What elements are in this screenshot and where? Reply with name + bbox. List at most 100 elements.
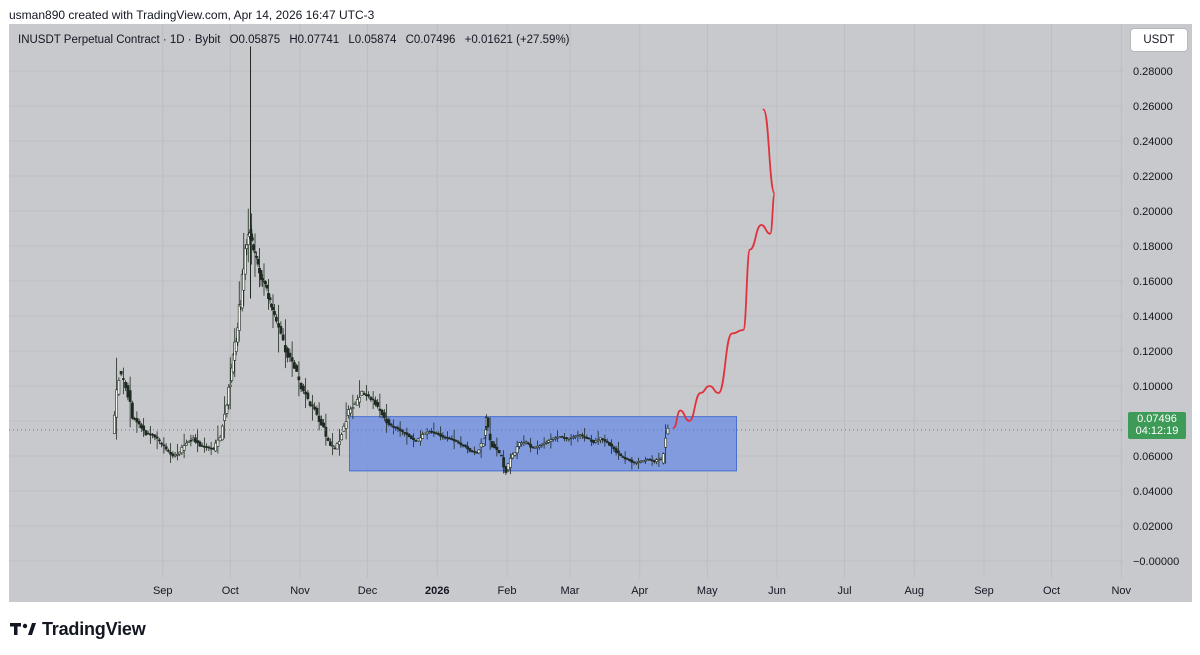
candle-body [412, 437, 416, 441]
candle-body [558, 436, 562, 438]
candle-body [121, 378, 125, 380]
candle-body [466, 446, 470, 450]
candle-body [378, 408, 382, 411]
candle-body [112, 414, 116, 434]
candle-body [457, 441, 461, 444]
candle-body [295, 365, 299, 372]
candle-body [405, 432, 409, 435]
x-tick-label: May [697, 585, 718, 597]
candle-body [641, 460, 645, 463]
y-axis[interactable]: 0.28000 0.26000 0.24000 0.22000 0.20000 0.180… [1133, 66, 1179, 568]
candle-body [119, 370, 123, 375]
candle-body [481, 443, 485, 447]
candle-body [443, 436, 447, 439]
chart-area[interactable]: 0.28000 0.26000 0.24000 0.22000 0.20000 0.180… [9, 24, 1192, 602]
x-tick-label: Nov [1111, 585, 1131, 597]
candle-body [331, 445, 335, 447]
candle-body [162, 444, 166, 447]
candle-body [517, 442, 521, 447]
x-tick-label: Oct [1043, 585, 1060, 597]
y-tick-label: 0.16000 [1133, 276, 1173, 288]
candle-body [463, 444, 467, 447]
candle-body [553, 437, 557, 440]
candle-body [216, 439, 220, 447]
candle-body [571, 436, 575, 439]
candle-body [583, 436, 587, 439]
candle-body [513, 452, 517, 456]
symbol-title: INUSDT Perpetual Contract · 1D · Bybit [18, 34, 221, 46]
candle-body [486, 417, 490, 428]
candle-body [506, 463, 510, 470]
y-tick-label: 0.26000 [1133, 101, 1173, 113]
candle-body [189, 439, 193, 442]
candle-body [151, 433, 155, 436]
candle-body [362, 392, 366, 395]
x-tick-label: Nov [290, 585, 310, 597]
candle-body [364, 394, 368, 397]
candle-body [117, 380, 121, 395]
candle-body [470, 450, 474, 453]
candle-body [182, 445, 186, 451]
last-price-value: 0.07496 [1137, 413, 1177, 425]
candle-body [587, 437, 591, 440]
y-tick-label: 0.24000 [1133, 136, 1173, 148]
x-axis[interactable]: Sep Oct Nov Dec 2026 Feb Mar Apr May Jun Jul Aug Sep… [153, 585, 1132, 597]
candle-body [228, 384, 232, 387]
tradingview-logo[interactable]: TradingView [10, 618, 146, 640]
candle-body [533, 447, 537, 449]
candle-body [531, 446, 535, 449]
candle-body [166, 450, 170, 452]
candle-body [544, 442, 548, 444]
y-tick-label: 0.12000 [1133, 346, 1173, 358]
candle-body [286, 348, 290, 358]
candle-body [355, 399, 359, 406]
candle-body [423, 432, 427, 436]
candle-body [180, 447, 184, 454]
candle-body [367, 394, 371, 397]
candle-body [659, 458, 663, 460]
candle-body [468, 448, 472, 452]
candle-body [279, 326, 283, 334]
candle-body [655, 459, 659, 462]
close-value: C0.07496 [405, 34, 456, 46]
candle-body [567, 437, 571, 440]
candle-body [628, 458, 632, 462]
candle-body [360, 391, 364, 396]
candle-body [148, 433, 152, 436]
projection-line[interactable] [672, 108, 776, 429]
candle-body [290, 357, 294, 362]
candle-body [630, 459, 634, 463]
x-tick-label: Feb [498, 585, 517, 597]
candle-body [425, 431, 429, 435]
candle-body [133, 418, 137, 420]
candle-body [178, 451, 182, 455]
price-chart[interactable]: 0.28000 0.26000 0.24000 0.22000 0.20000 0.180… [9, 24, 1192, 602]
x-tick-label: Aug [904, 585, 924, 597]
candle-body [648, 458, 652, 461]
currency-selector-button[interactable]: USDT [1130, 28, 1188, 52]
candle-body [592, 440, 596, 443]
y-tick-label: 0.14000 [1133, 311, 1173, 323]
candle-body [164, 446, 168, 450]
y-tick-label: 0.06000 [1133, 451, 1173, 463]
candle-body [277, 323, 281, 328]
candle-body [220, 425, 224, 441]
candle-body [391, 425, 395, 428]
bar-countdown: 04:12:19 [1135, 425, 1179, 437]
candle-body [664, 437, 668, 448]
candle-body [657, 459, 661, 461]
candle-body [227, 387, 231, 406]
candle-body [508, 457, 512, 468]
candle-body [246, 234, 250, 245]
candle-body [209, 447, 213, 450]
y-tick-label: 0.02000 [1133, 521, 1173, 533]
low-value: L0.05874 [348, 34, 397, 46]
candle-body [135, 418, 139, 423]
candle-body [454, 440, 458, 442]
candle-body [407, 433, 411, 438]
candle-body [259, 270, 263, 280]
candle-body [315, 407, 319, 415]
candle-body [335, 443, 339, 450]
candle-body [529, 443, 533, 448]
candle-body [385, 418, 389, 424]
